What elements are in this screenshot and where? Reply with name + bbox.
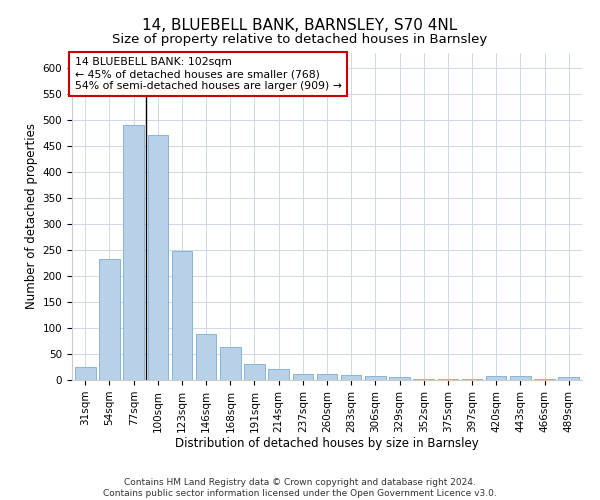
Bar	[99, 260, 120, 380]
Bar	[413, 379, 434, 380]
Bar	[124, 126, 144, 380]
Bar	[172, 251, 192, 380]
Text: Contains HM Land Registry data © Crown copyright and database right 2024.
Contai: Contains HM Land Registry data © Crown c…	[103, 478, 497, 498]
Bar	[341, 376, 361, 380]
Bar	[534, 379, 555, 380]
Bar	[220, 347, 241, 380]
Bar	[462, 379, 482, 380]
Bar	[365, 376, 386, 380]
Text: Size of property relative to detached houses in Barnsley: Size of property relative to detached ho…	[112, 32, 488, 46]
Bar	[268, 368, 289, 380]
Bar	[486, 376, 506, 380]
Bar	[559, 378, 579, 380]
Bar	[148, 134, 168, 380]
X-axis label: Distribution of detached houses by size in Barnsley: Distribution of detached houses by size …	[175, 438, 479, 450]
Bar	[437, 379, 458, 380]
Bar	[244, 364, 265, 380]
Text: 14 BLUEBELL BANK: 102sqm
← 45% of detached houses are smaller (768)
54% of semi-: 14 BLUEBELL BANK: 102sqm ← 45% of detach…	[74, 58, 341, 90]
Bar	[317, 374, 337, 380]
Bar	[75, 367, 95, 380]
Bar	[510, 376, 530, 380]
Text: 14, BLUEBELL BANK, BARNSLEY, S70 4NL: 14, BLUEBELL BANK, BARNSLEY, S70 4NL	[142, 18, 458, 32]
Bar	[196, 334, 217, 380]
Bar	[389, 378, 410, 380]
Y-axis label: Number of detached properties: Number of detached properties	[25, 123, 38, 309]
Bar	[293, 374, 313, 380]
